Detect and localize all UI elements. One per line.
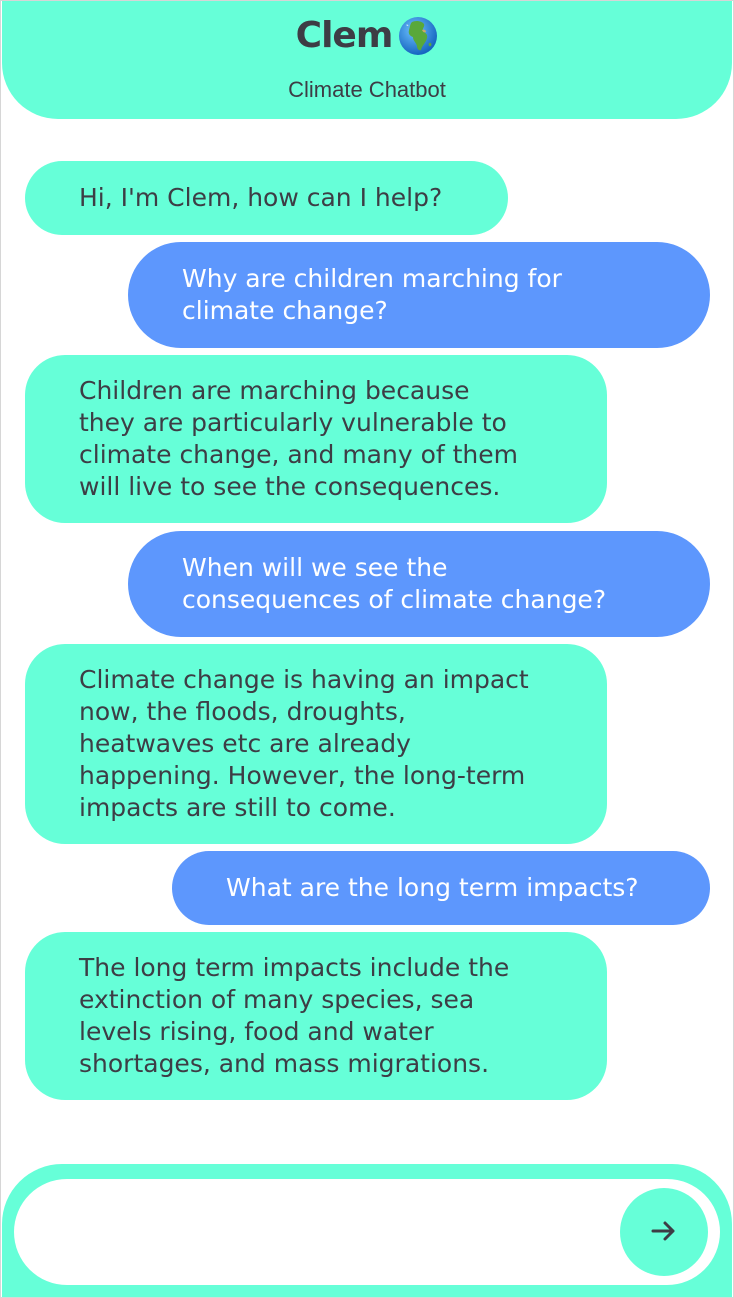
bot-message: Climate change is having an impact now, …: [25, 644, 607, 844]
bot-message: Hi, I'm Clem, how can I help?: [25, 161, 508, 235]
bot-message: The long term impacts include the extinc…: [25, 932, 607, 1100]
bot-message: Children are marching because they are p…: [25, 355, 607, 523]
message-input[interactable]: [14, 1179, 720, 1285]
title-row: Clem: [2, 15, 732, 56]
send-button[interactable]: [620, 1188, 708, 1276]
app-title: Clem: [295, 15, 394, 56]
globe-icon: [398, 16, 438, 56]
user-message: Why are children marching for climate ch…: [128, 242, 710, 348]
app-header: Clem Climate Chatbot: [2, 1, 732, 119]
user-message: What are the long term impacts?: [172, 851, 710, 925]
user-message: When will we see the consequences of cli…: [128, 531, 710, 637]
app-subtitle: Climate Chatbot: [288, 77, 446, 102]
arrow-right-icon: [649, 1216, 679, 1249]
composer-bar: [2, 1164, 732, 1297]
